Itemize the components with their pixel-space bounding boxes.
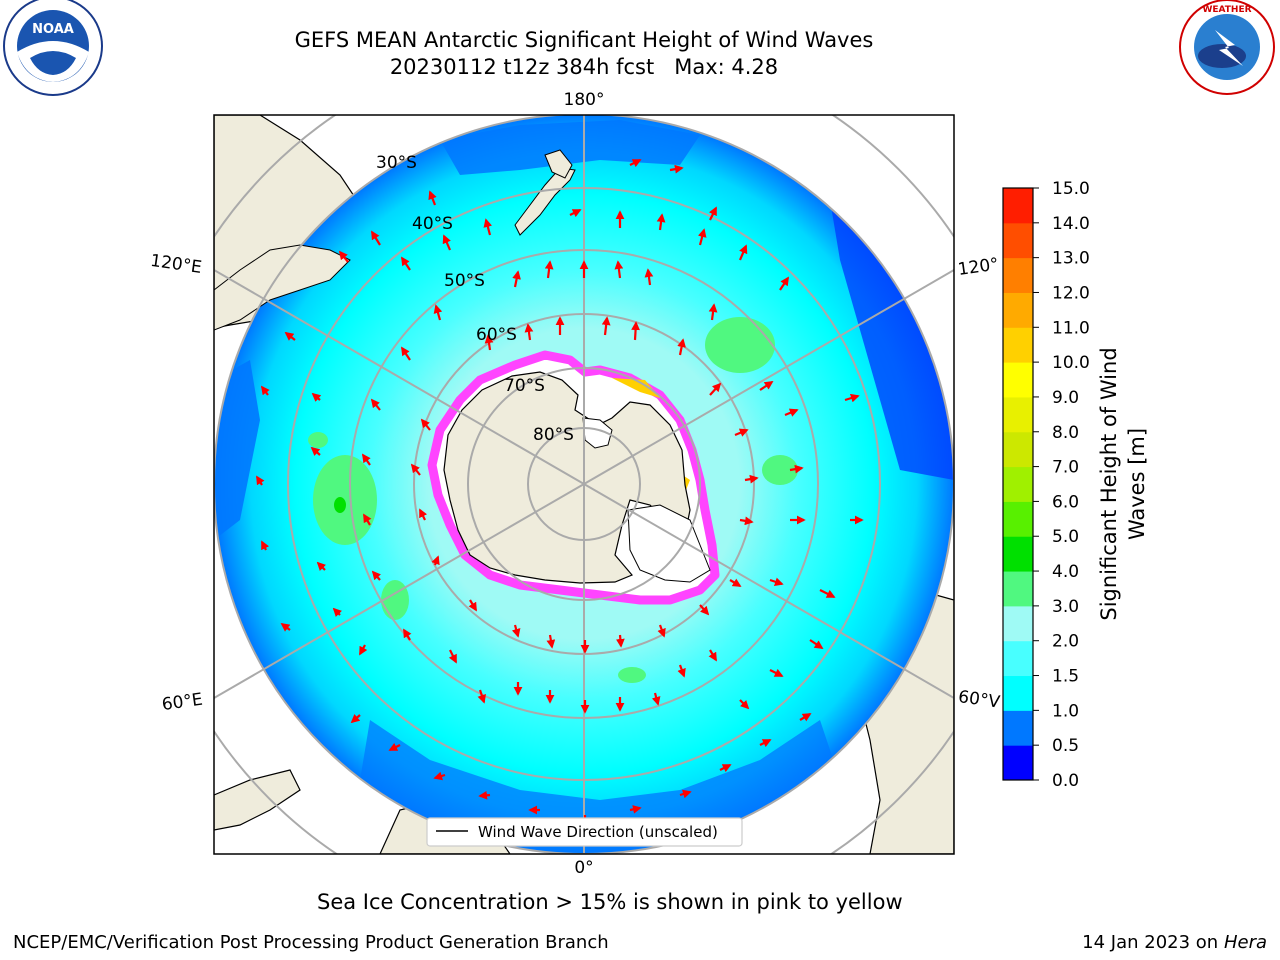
colorbar-tick-label: 15.0 <box>1052 179 1090 199</box>
colorbar-tick-label: 3.0 <box>1052 597 1079 617</box>
lat-label-50s: 50°S <box>444 271 485 291</box>
colorbar-tick-label: 0.5 <box>1052 736 1079 756</box>
colorbar-tick-label: 12.0 <box>1052 283 1090 303</box>
latitude-labels: 30°S 40°S 50°S 60°S 70°S 80°S <box>376 153 574 445</box>
lat-label-70s: 70°S <box>504 376 545 396</box>
colorbar-tick-label: 13.0 <box>1052 249 1090 269</box>
noaa-logo-text: NOAA <box>32 22 74 37</box>
colorbar-segment <box>1003 571 1033 607</box>
colorbar-segment <box>1003 501 1033 537</box>
colorbar-tick-label: 11.0 <box>1052 318 1090 338</box>
colorbar-tick-label: 4.0 <box>1052 562 1079 582</box>
lon-label-180: 180° <box>564 90 605 110</box>
colorbar-label-line2: Waves [m] <box>1125 428 1149 540</box>
longitude-labels: 180° 0° 120°E 60°E 120° 60°V <box>149 90 1001 878</box>
colorbar-label-line1: Significant Height of Wind <box>1097 347 1121 620</box>
lat-label-40s: 40°S <box>412 214 453 234</box>
antarctic-peninsula-ice <box>627 504 711 583</box>
lon-label-0: 0° <box>574 858 593 878</box>
colorbar-segment <box>1003 431 1033 468</box>
colorbar-tick-label: 8.0 <box>1052 423 1079 443</box>
madagascar-land <box>214 769 301 831</box>
colorbar-segment <box>1003 327 1033 363</box>
colorbar-segment <box>1003 640 1033 677</box>
colorbar-tick-label: 9.0 <box>1052 388 1079 408</box>
colorbar-ticks: 0.0 0.5 1.0 1.5 2.0 3.0 4.0 5.0 6.0 7.0 8.0 9.0 10.0… <box>1033 179 1090 791</box>
footer-date-text: 14 Jan 2023 on <box>1082 932 1224 953</box>
colorbar-segment <box>1003 745 1033 781</box>
colorbar-tick-label: 1.5 <box>1052 667 1079 687</box>
colorbar-tick-label: 2.0 <box>1052 632 1079 652</box>
colorbar-tick-label: 0.0 <box>1052 771 1079 791</box>
legend-label: Wind Wave Direction (unscaled) <box>478 823 718 841</box>
colorbar-segment <box>1003 362 1033 398</box>
lon-label-120w: 120° <box>957 254 1000 280</box>
colorbar-tick-label: 6.0 <box>1052 492 1079 512</box>
lon-label-60w: 60°V <box>957 687 1002 713</box>
colorbar-segment <box>1003 188 1033 224</box>
lat-label-60s: 60°S <box>476 325 517 345</box>
map-area <box>214 115 954 854</box>
colorbar-tick-label: 1.0 <box>1052 701 1079 721</box>
colorbar-label: Significant Height of Wind Waves [m] <box>1097 347 1149 620</box>
chart-subtitle: 20230112 t12z 384h fcst Max: 4.28 <box>389 55 779 79</box>
colorbar-tick-label: 5.0 <box>1052 527 1079 547</box>
colorbar <box>1003 188 1033 781</box>
colorbar-tick-label: 14.0 <box>1052 214 1090 234</box>
lat-label-30s: 30°S <box>376 153 417 173</box>
longitude-lines <box>214 115 954 854</box>
colorbar-segment <box>1003 396 1033 433</box>
footer-producer: NCEP/EMC/Verification Post Processing Pr… <box>13 932 609 953</box>
colorbar-tick-label: 10.0 <box>1052 353 1090 373</box>
sea-ice-note: Sea Ice Concentration > 15% is shown in … <box>317 890 903 914</box>
colorbar-segment <box>1003 292 1033 328</box>
lat-label-80s: 80°S <box>533 425 574 445</box>
footer-machine: Hera <box>1223 932 1267 953</box>
colorbar-segment <box>1003 222 1033 259</box>
colorbar-tick-label: 7.0 <box>1052 458 1079 478</box>
footer-date: 14 Jan 2023 on Hera <box>1082 932 1267 953</box>
wind-wave-arrows <box>256 159 864 830</box>
chart-title: GEFS MEAN Antarctic Significant Height o… <box>294 28 874 52</box>
svg-text:WEATHER: WEATHER <box>1202 5 1251 15</box>
map-legend: Wind Wave Direction (unscaled) <box>426 817 743 847</box>
colorbar-segment <box>1003 675 1033 711</box>
colorbar-segment <box>1003 536 1033 572</box>
noaa-logo: NOAA <box>3 0 103 96</box>
lon-label-120e: 120°E <box>149 251 203 278</box>
colorbar-segment <box>1003 257 1033 293</box>
colorbar-segment <box>1003 466 1033 502</box>
colorbar-segment <box>1003 605 1033 642</box>
lon-label-60e: 60°E <box>161 690 204 715</box>
colorbar-segment <box>1003 710 1033 746</box>
nws-logo: WEATHER <box>1179 0 1275 95</box>
